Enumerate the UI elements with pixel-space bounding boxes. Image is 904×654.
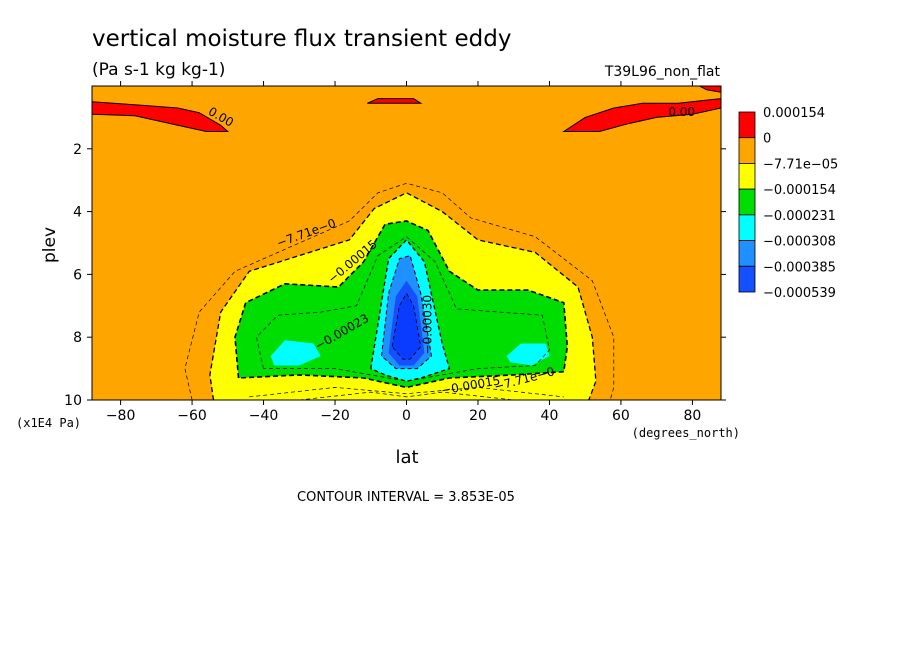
contour-interval-note: CONTOUR INTERVAL = 3.853E-05 (297, 490, 515, 505)
contour-line-center-2 (381, 254, 433, 370)
y-axis-units: (x1E4 Pa) (16, 416, 81, 430)
x-tick-label: 60 (612, 408, 630, 424)
contour-line-outer (184, 182, 615, 400)
legend-swatch (738, 163, 756, 190)
x-tick-label: 40 (541, 408, 559, 424)
chart-units: (Pa s-1 kg kg-1) (92, 60, 225, 80)
x-tick-label: −20 (320, 408, 350, 424)
legend-label: −0.000154 (763, 183, 836, 198)
legend-label: 0.000154 (763, 106, 825, 121)
y-axis-label: plev (40, 227, 60, 263)
x-axis-units: (degrees_north) (632, 426, 740, 440)
contour-fill-red-right (563, 98, 721, 132)
x-tick-label: −40 (249, 408, 279, 424)
y-tick-label: 10 (64, 393, 82, 409)
legend-swatch (738, 111, 756, 139)
legend-swatch (738, 214, 756, 241)
contour-fill-cyan-right (506, 343, 550, 366)
contour-fill-layer (92, 86, 721, 400)
contour-line-green-edge (234, 220, 569, 389)
legend-label: −7.71e−05 (763, 157, 838, 172)
legend-swatch (738, 137, 756, 164)
x-tick-label: 20 (469, 408, 487, 424)
contour-line-zero-1 (562, 98, 721, 132)
x-axis-label: lat (395, 447, 418, 468)
axis-ticks: −80 −60 −40 −20 0 20 40 60 80 2 4 6 8 10 (64, 81, 726, 424)
contour-fill-darkest (392, 293, 421, 360)
contour-line-zero-0 (92, 101, 230, 132)
contour-line-bottom-1 (249, 387, 564, 398)
contour-fill-red-top-right (699, 86, 721, 93)
contour-line-center-3 (391, 292, 422, 360)
x-tick-label: 0 (402, 408, 411, 424)
contour-line-layer (92, 86, 721, 400)
contour-label: 0.00 (668, 105, 695, 119)
x-tick-label: −60 (177, 408, 207, 424)
legend-label: −0.000308 (763, 235, 836, 250)
contour-line-zero-3 (366, 98, 423, 104)
legend-label: 0 (763, 132, 771, 147)
y-tick-label: 8 (73, 330, 82, 346)
contour-fill-red-left (92, 101, 228, 132)
y-tick-label: 2 (73, 142, 82, 158)
contour-fill-cyan-left (270, 340, 321, 366)
x-tick-label: −80 (106, 408, 136, 424)
chart-title: vertical moisture flux transient eddy (92, 26, 511, 52)
contour-line-inner-green (256, 236, 550, 382)
legend-label: −0.000539 (763, 286, 836, 301)
y-tick-label: 4 (73, 205, 82, 221)
legend-swatch (738, 265, 756, 293)
contour-fill-red-top-center (367, 98, 421, 104)
legend-swatch (738, 188, 756, 216)
plot-area: 0.00 0.00−7.71e−0−0.00015−0.00023 −0.00030… (92, 86, 721, 400)
legend-swatch (738, 240, 756, 267)
contour-line-yellow-edge (209, 192, 597, 400)
contour-line-bottom-2 (299, 391, 514, 400)
legend-label: −0.000231 (763, 209, 836, 224)
y-tick-label: 6 (73, 267, 82, 283)
legend-label: −0.000385 (763, 260, 836, 275)
contour-line-zero-2 (699, 86, 721, 93)
contour-label: −0.00030 (420, 295, 434, 355)
x-tick-label: 80 (683, 408, 701, 424)
run-label: T39L96_non_flat (604, 64, 721, 80)
color-legend: 0.000154 0 −7.71e−05 −0.000154 −0.000231 −0.0… (738, 106, 838, 301)
